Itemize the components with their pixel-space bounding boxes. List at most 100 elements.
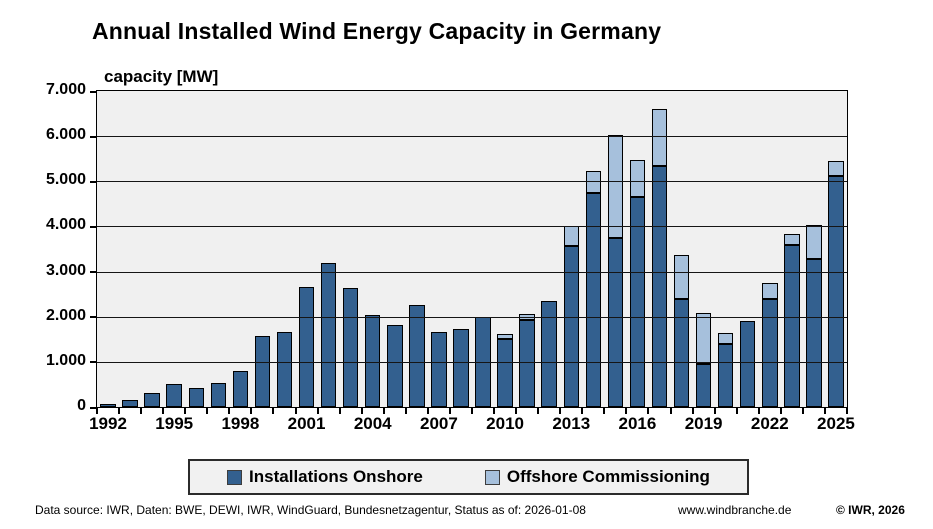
bar-1998-onshore: [232, 371, 249, 407]
bar-2000-onshore: [276, 331, 293, 407]
x-tick: [559, 408, 562, 414]
x-tick: [669, 408, 672, 414]
y-tick: [90, 90, 97, 93]
x-tick: [581, 408, 584, 414]
bar-1996-onshore: [188, 387, 204, 407]
bar-2018-offshore: [673, 255, 690, 300]
x-tick: [228, 408, 231, 414]
x-tick: [537, 408, 540, 414]
bar-2025-onshore: [828, 175, 844, 407]
bar-2018-onshore: [673, 299, 690, 407]
bar-2016-offshore: [629, 160, 646, 198]
bar-1997-onshore: [210, 382, 227, 407]
x-axis-label: 2016: [618, 414, 657, 433]
bar-2017-onshore: [651, 166, 668, 407]
x-tick: [96, 408, 98, 414]
y-axis-label: 3.000: [45, 261, 86, 279]
x-tick: [360, 408, 363, 414]
gridline-2000: [97, 316, 847, 318]
bar-2024-onshore: [806, 258, 822, 407]
y-tick: [90, 225, 97, 228]
gridline-4000: [97, 226, 847, 228]
x-tick: [647, 408, 650, 414]
y-axis-label: 7.000: [45, 81, 86, 98]
x-tick: [625, 408, 628, 414]
y-tick: [90, 316, 97, 319]
copyright-text: © IWR, 2026: [836, 503, 905, 517]
x-axis-label: 2004: [353, 414, 392, 433]
x-tick: [735, 408, 738, 414]
bar-2006-onshore: [409, 305, 425, 407]
x-axis-label: 2001: [287, 414, 326, 433]
y-tick: [90, 135, 97, 138]
x-tick: [404, 408, 407, 414]
website-text: www.windbranche.de: [678, 503, 792, 517]
x-tick: [316, 408, 319, 414]
y-tick: [90, 180, 97, 183]
bar-2023-onshore: [784, 244, 800, 407]
bar-2025-offshore: [828, 160, 844, 176]
x-tick: [757, 408, 760, 414]
bar-2020-offshore: [717, 332, 734, 345]
bar-2013-onshore: [563, 245, 579, 407]
x-tick: [294, 408, 297, 414]
bar-2019-onshore: [695, 363, 712, 407]
x-tick: [426, 408, 429, 414]
x-tick: [779, 408, 782, 414]
bar-2003-onshore: [342, 287, 359, 407]
x-tick: [713, 408, 716, 414]
y-axis-label: 1.000: [45, 351, 86, 369]
bar-2015-offshore: [607, 135, 624, 239]
x-tick: [338, 408, 341, 414]
bar-2010-onshore: [497, 339, 513, 407]
bar-1995-onshore: [166, 384, 182, 407]
legend-item-onshore: Installations Onshore: [227, 467, 423, 487]
bar-1994-onshore: [144, 393, 160, 407]
x-tick: [801, 408, 804, 414]
gridline-6000: [97, 136, 847, 138]
bar-2001-onshore: [298, 286, 315, 407]
x-tick: [206, 408, 209, 414]
bar-2010-offshore: [497, 334, 513, 340]
x-tick: [118, 408, 121, 414]
x-tick: [846, 408, 848, 414]
y-tick: [90, 271, 97, 274]
bar-2023-offshore: [784, 234, 800, 245]
y-axis-label: 0: [77, 397, 86, 414]
gridline-3000: [97, 271, 847, 273]
bar-1992-onshore: [100, 403, 116, 407]
x-axis-label: 1998: [221, 414, 260, 433]
y-axis-title: capacity [MW]: [104, 67, 219, 86]
onshore-swatch-icon: [227, 469, 243, 485]
x-tick: [471, 408, 473, 414]
bar-2013-offshore: [563, 225, 579, 246]
x-tick: [603, 408, 606, 414]
bar-2014-onshore: [585, 193, 602, 407]
x-axis-label: 2007: [419, 414, 458, 433]
bar-2011-onshore: [519, 320, 535, 407]
bar-1999-onshore: [254, 336, 271, 407]
x-tick: [493, 408, 496, 414]
x-tick: [250, 408, 253, 414]
x-axis-label: 2013: [552, 414, 591, 433]
x-axis-label: 2025: [817, 414, 855, 433]
offshore-swatch-icon: [484, 469, 500, 485]
y-axis-label: 2.000: [45, 306, 86, 324]
bar-2012-onshore: [541, 301, 557, 407]
bar-2017-offshore: [651, 108, 668, 167]
bar-2021-onshore: [740, 321, 756, 407]
y-tick: [90, 361, 97, 364]
x-tick: [140, 408, 143, 414]
legend-label-offshore: Offshore Commissioning: [506, 467, 710, 486]
data-source-text: Data source: IWR, Daten: BWE, DEWI, IWR,…: [35, 503, 586, 517]
bar-2019-offshore: [695, 312, 712, 364]
legend-item-offshore: Offshore Commissioning: [484, 467, 710, 487]
bar-2024-offshore: [806, 225, 822, 259]
bar-2008-onshore: [453, 328, 469, 407]
bar-2015-onshore: [607, 238, 624, 407]
legend-label-onshore: Installations Onshore: [249, 467, 423, 486]
gridline-5000: [97, 181, 847, 183]
x-axis-label: 1995: [155, 414, 194, 433]
y-axis-label: 4.000: [45, 216, 86, 234]
